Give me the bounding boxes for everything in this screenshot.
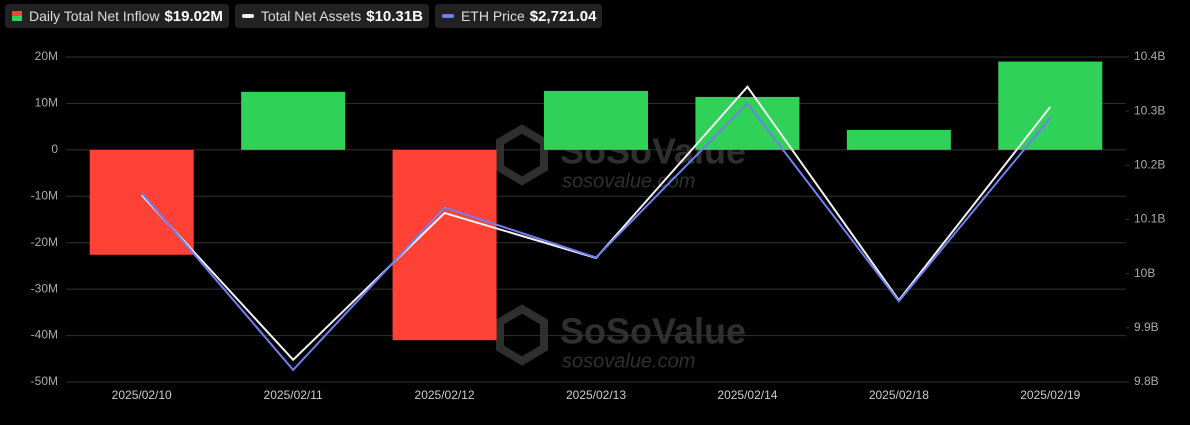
x-tick-label: 2025/02/18: [869, 388, 929, 402]
legend-item[interactable]: ETH Price $2,721.04: [434, 4, 603, 28]
x-tick-label: 2025/02/14: [717, 388, 777, 402]
y2-tick-label: 10.4B: [1134, 49, 1165, 63]
legend-label: Total Net Assets: [260, 8, 362, 24]
legend-value: $2,721.04: [529, 7, 597, 25]
legend: Daily Total Net Inflow $19.02M Total Net A…: [5, 4, 603, 28]
y-tick-label: 10M: [35, 96, 58, 110]
bar: [544, 90, 648, 150]
watermark-site: sosovalue.com: [562, 170, 695, 192]
legend-item[interactable]: Total Net Assets $10.31B: [234, 4, 429, 28]
legend-item[interactable]: Daily Total Net Inflow $19.02M: [5, 4, 229, 28]
watermark-brand: SoSoValue: [560, 311, 746, 352]
y-tick-label: 0: [51, 142, 58, 156]
y-tick-label: -10M: [31, 188, 58, 202]
y2-tick-label: 10.3B: [1134, 103, 1165, 117]
y-tick-label: 20M: [35, 49, 58, 63]
legend-value: $19.02M: [164, 7, 223, 25]
y2-tick-label: 9.8B: [1134, 374, 1159, 388]
legend-value: $10.31B: [366, 7, 423, 25]
y2-tick-label: 10.1B: [1134, 212, 1165, 226]
y-tick-label: -30M: [31, 281, 58, 295]
x-tick-label: 2025/02/12: [415, 388, 475, 402]
bar: [392, 149, 497, 341]
y2-tick-label: 10.2B: [1134, 158, 1165, 172]
bar: [998, 61, 1103, 150]
x-tick-label: 2025/02/13: [566, 388, 626, 402]
y-tick-label: -50M: [31, 374, 58, 388]
bar: [241, 91, 346, 150]
line: [140, 101, 1052, 372]
legend-icon: [441, 14, 454, 18]
legend-icon: [12, 11, 22, 21]
y-tick-label: -20M: [31, 235, 58, 249]
legend-icon: [241, 14, 254, 18]
legend-label: Daily Total Net Inflow: [29, 8, 160, 24]
y-tick-label: -40M: [31, 328, 58, 342]
legend-label: ETH Price: [460, 8, 525, 24]
watermark-logo: [496, 304, 548, 366]
x-tick-label: 2025/02/11: [264, 388, 323, 402]
y2-tick-label: 10B: [1134, 266, 1155, 280]
watermark-logo: [496, 124, 548, 186]
bar: [695, 96, 800, 150]
bar: [89, 149, 194, 255]
x-tick-label: 2025/02/10: [112, 388, 172, 402]
bar: [846, 129, 951, 150]
x-tick-label: 2025/02/19: [1020, 388, 1080, 402]
watermark-site: sosovalue.com: [562, 350, 695, 372]
y2-tick-label: 9.9B: [1134, 320, 1159, 334]
